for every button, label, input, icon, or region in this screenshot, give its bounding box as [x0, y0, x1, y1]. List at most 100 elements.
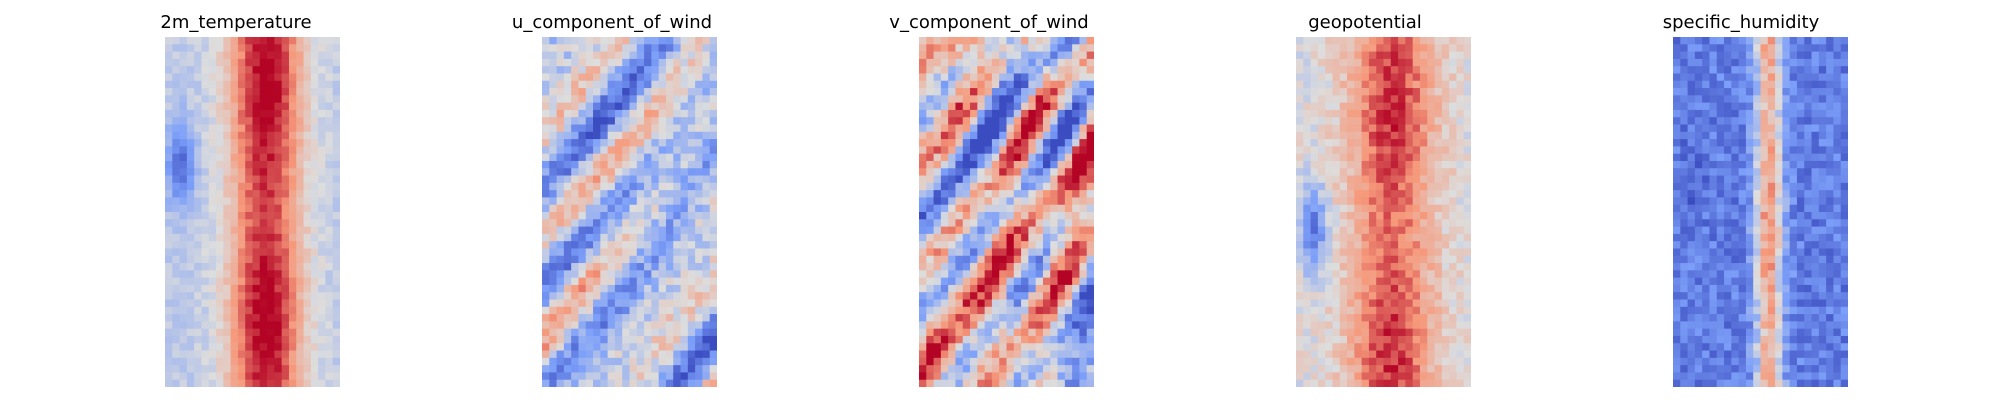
heatmap-cell-geopotential — [1325, 212, 1334, 220]
heatmap-cell-geopotential — [1456, 379, 1465, 387]
heatmap-cell-2m-temperature — [186, 343, 195, 352]
heatmap-cell-u-component-of-wind — [636, 73, 645, 82]
heatmap-cell-2m-temperature — [201, 80, 210, 89]
heatmap-cell-specific-humidity — [1789, 80, 1798, 89]
heatmap-cell-v-component-of-wind — [984, 212, 993, 220]
heatmap-cell-2m-temperature — [245, 131, 254, 140]
heatmap-cell-v-component-of-wind — [1064, 314, 1073, 322]
heatmap-cell-u-component-of-wind — [636, 175, 645, 184]
heatmap-cell-geopotential — [1405, 146, 1414, 155]
heatmap-cell-u-component-of-wind — [644, 73, 652, 82]
heatmap-cell-2m-temperature — [201, 219, 210, 228]
heatmap-cell-v-component-of-wind — [962, 328, 971, 337]
heatmap-cell-v-component-of-wind — [1042, 292, 1051, 301]
heatmap-cell-2m-temperature — [165, 73, 173, 82]
heatmap-cell-2m-temperature — [303, 365, 312, 374]
heatmap-cell-u-component-of-wind — [702, 328, 711, 337]
heatmap-cell-geopotential — [1361, 146, 1370, 155]
heatmap-cell-2m-temperature — [325, 343, 334, 352]
heatmap-cell-2m-temperature — [179, 357, 188, 366]
heatmap-cell-geopotential — [1427, 102, 1436, 111]
heatmap-cell-2m-temperature — [208, 219, 217, 228]
heatmap-cell-geopotential — [1303, 109, 1312, 118]
heatmap-cell-u-component-of-wind — [680, 139, 689, 147]
heatmap-cell-u-component-of-wind — [614, 357, 623, 366]
heatmap-cell-v-component-of-wind — [1013, 66, 1022, 75]
heatmap-cell-u-component-of-wind — [563, 226, 572, 235]
heatmap-cell-v-component-of-wind — [926, 248, 935, 257]
heatmap-cell-u-component-of-wind — [556, 343, 565, 352]
heatmap-cell-geopotential — [1296, 66, 1304, 75]
heatmap-cell-geopotential — [1332, 88, 1341, 96]
heatmap-cell-geopotential — [1427, 365, 1436, 374]
heatmap-cell-specific-humidity — [1840, 66, 1848, 75]
heatmap-cell-2m-temperature — [186, 124, 195, 133]
heatmap-cell-u-component-of-wind — [542, 160, 550, 169]
heatmap-cell-u-component-of-wind — [687, 175, 696, 184]
heatmap-cell-u-component-of-wind — [695, 248, 704, 257]
heatmap-cell-v-component-of-wind — [999, 153, 1008, 162]
heatmap-cell-u-component-of-wind — [593, 66, 601, 75]
heatmap-cell-geopotential — [1317, 270, 1326, 279]
heatmap-cell-v-component-of-wind — [1086, 299, 1094, 308]
heatmap-cell-u-component-of-wind — [578, 270, 587, 279]
heatmap-cell-u-component-of-wind — [651, 212, 660, 220]
heatmap-cell-v-component-of-wind — [1050, 124, 1059, 133]
heatmap-cell-u-component-of-wind — [644, 117, 652, 126]
heatmap-cell-v-component-of-wind — [1064, 131, 1073, 140]
heatmap-cell-geopotential — [1339, 51, 1348, 60]
heatmap-cell-specific-humidity — [1796, 139, 1805, 147]
heatmap-cell-2m-temperature — [288, 197, 297, 206]
heatmap-cell-v-component-of-wind — [1035, 51, 1044, 60]
heatmap-cell-u-component-of-wind — [680, 226, 689, 235]
heatmap-cell-2m-temperature — [172, 241, 181, 250]
heatmap-cell-u-component-of-wind — [563, 146, 572, 155]
heatmap-cell-v-component-of-wind — [1050, 299, 1059, 308]
heatmap-cell-geopotential — [1376, 117, 1385, 126]
heatmap-cell-2m-temperature — [245, 328, 254, 337]
heatmap-cell-v-component-of-wind — [933, 226, 942, 235]
heatmap-cell-2m-temperature — [259, 357, 268, 366]
heatmap-cell-2m-temperature — [259, 168, 268, 177]
heatmap-cell-u-component-of-wind — [702, 299, 711, 308]
heatmap-cell-geopotential — [1390, 299, 1399, 308]
heatmap-cell-v-component-of-wind — [1021, 335, 1029, 344]
heatmap-cell-2m-temperature — [186, 73, 195, 82]
heatmap-cell-v-component-of-wind — [1035, 175, 1044, 184]
heatmap-cell-v-component-of-wind — [1050, 321, 1059, 330]
heatmap-cell-2m-temperature — [267, 73, 275, 82]
heatmap-cell-v-component-of-wind — [999, 263, 1008, 271]
heatmap-cell-geopotential — [1296, 226, 1304, 235]
heatmap-cell-u-component-of-wind — [542, 219, 550, 228]
heatmap-cell-v-component-of-wind — [984, 160, 993, 169]
heatmap-cell-u-component-of-wind — [622, 212, 631, 220]
heatmap-cell-geopotential — [1376, 219, 1385, 228]
heatmap-cell-geopotential — [1368, 379, 1377, 387]
heatmap-cell-2m-temperature — [274, 153, 283, 162]
heatmap-cell-specific-humidity — [1680, 51, 1689, 60]
heatmap-cell-geopotential — [1434, 379, 1443, 387]
heatmap-cell-geopotential — [1303, 255, 1312, 264]
heatmap-cell-geopotential — [1449, 379, 1458, 387]
heatmap-cell-u-component-of-wind — [702, 357, 711, 366]
heatmap-cell-2m-temperature — [281, 168, 290, 177]
heatmap-cell-u-component-of-wind — [571, 37, 580, 45]
heatmap-cell-2m-temperature — [274, 350, 283, 359]
heatmap-cell-v-component-of-wind — [1028, 204, 1037, 213]
heatmap-cell-geopotential — [1412, 95, 1421, 104]
heatmap-cell-u-component-of-wind — [644, 190, 652, 199]
heatmap-cell-specific-humidity — [1724, 109, 1732, 118]
heatmap-cell-u-component-of-wind — [658, 102, 667, 111]
heatmap-cell-geopotential — [1456, 109, 1465, 118]
heatmap-cell-u-component-of-wind — [571, 117, 580, 126]
heatmap-cell-geopotential — [1354, 314, 1363, 322]
heatmap-cell-v-component-of-wind — [991, 314, 1000, 322]
heatmap-cell-2m-temperature — [281, 146, 290, 155]
heatmap-cell-v-component-of-wind — [1021, 102, 1029, 111]
heatmap-cell-2m-temperature — [332, 212, 340, 220]
heatmap-cell-u-component-of-wind — [549, 350, 558, 359]
heatmap-cell-v-component-of-wind — [1086, 160, 1094, 169]
heatmap-cell-v-component-of-wind — [984, 124, 993, 133]
heatmap-cell-geopotential — [1354, 226, 1363, 235]
heatmap-cell-v-component-of-wind — [948, 124, 957, 133]
